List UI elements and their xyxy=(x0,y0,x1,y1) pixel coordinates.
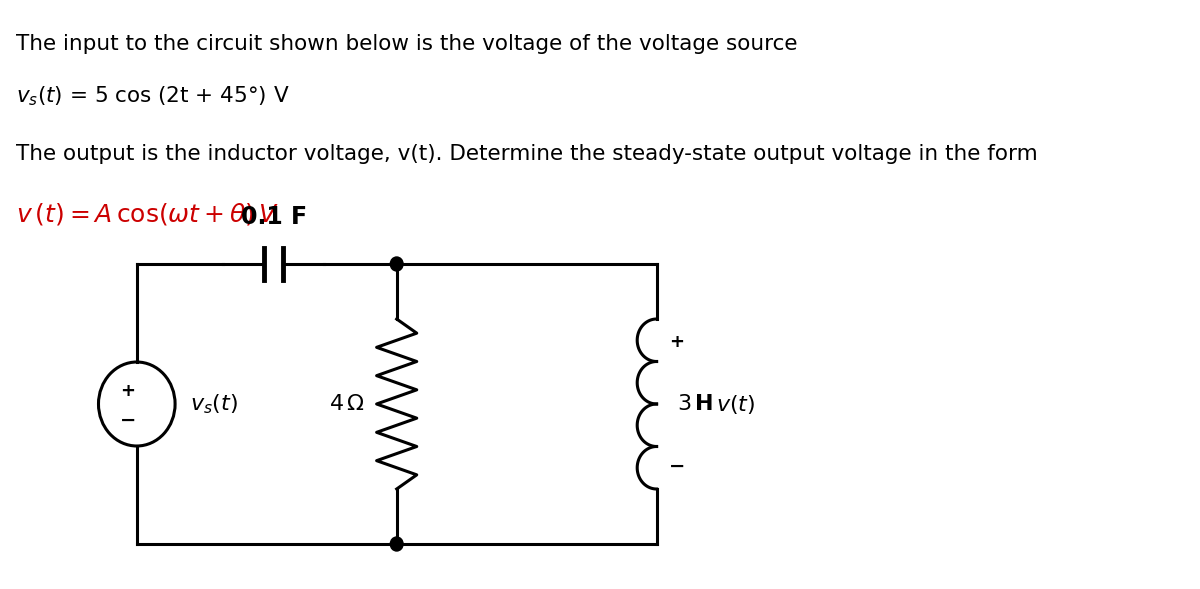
Text: The output is the inductor voltage, v(t). Determine the steady-state output volt: The output is the inductor voltage, v(t)… xyxy=(17,144,1038,164)
Text: 0.1 F: 0.1 F xyxy=(240,205,307,229)
Text: +: + xyxy=(120,382,136,400)
Circle shape xyxy=(390,537,403,551)
Text: $v_s(t)$: $v_s(t)$ xyxy=(190,392,238,416)
Text: $v(t)$: $v(t)$ xyxy=(716,392,755,415)
Text: $3\,\mathbf{H}$: $3\,\mathbf{H}$ xyxy=(677,394,713,414)
Text: $v_s(t)$ = 5 cos (2t + 45°) V: $v_s(t)$ = 5 cos (2t + 45°) V xyxy=(17,84,290,108)
Text: $4\,\Omega$: $4\,\Omega$ xyxy=(329,394,365,414)
Text: $v\,(t) = A\,\cos(\omega t + \theta)\,V$: $v\,(t) = A\,\cos(\omega t + \theta)\,V$ xyxy=(17,201,280,227)
Circle shape xyxy=(390,257,403,271)
Text: −: − xyxy=(120,411,136,429)
Text: +: + xyxy=(670,333,684,351)
Text: −: − xyxy=(668,456,685,475)
Text: The input to the circuit shown below is the voltage of the voltage source: The input to the circuit shown below is … xyxy=(17,34,798,54)
